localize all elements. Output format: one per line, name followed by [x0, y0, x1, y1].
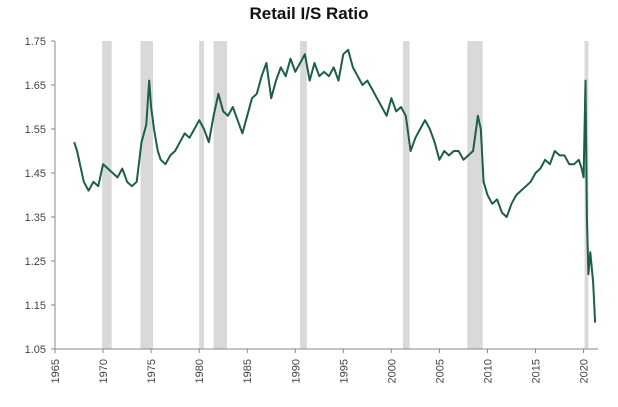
y-tick-label: 1.15: [25, 300, 46, 312]
recession-band: [102, 41, 112, 349]
y-tick-label: 1.45: [25, 168, 46, 180]
y-tick-label: 1.65: [25, 80, 46, 92]
x-tick-label: 1965: [50, 359, 62, 383]
x-tick-label: 2005: [434, 359, 446, 383]
recession-band: [402, 41, 410, 349]
recession-band: [467, 41, 483, 349]
x-tick-label: 2015: [531, 359, 543, 383]
x-tick-label: 1980: [194, 359, 206, 383]
x-tick-label: 2010: [482, 359, 494, 383]
x-tick-label: 1990: [290, 359, 302, 383]
x-tick-label: 1985: [242, 359, 254, 383]
recession-band: [300, 41, 307, 349]
x-tick-label: 1970: [98, 359, 110, 383]
chart-title: Retail I/S Ratio: [249, 4, 369, 23]
recession-band: [140, 41, 154, 349]
y-tick-label: 1.55: [25, 124, 46, 136]
x-tick-label: 1995: [338, 359, 350, 383]
series-line: [73, 48, 597, 323]
x-tick-label: 1975: [146, 359, 158, 383]
recession-band: [213, 41, 228, 349]
y-tick-label: 1.35: [25, 212, 46, 224]
y-tick-label: 1.05: [25, 344, 46, 356]
y-tick-label: 1.75: [25, 36, 46, 48]
x-tick-label: 2000: [386, 359, 398, 383]
recession-band: [199, 41, 204, 349]
x-tick-label: 2020: [579, 359, 591, 383]
y-tick-label: 1.25: [25, 256, 46, 268]
